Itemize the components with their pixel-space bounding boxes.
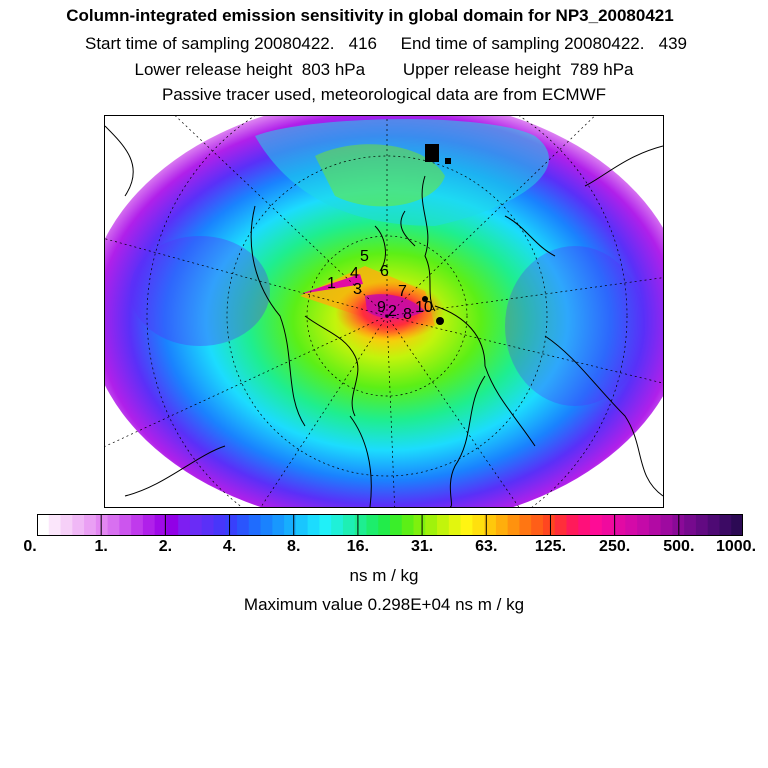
release-label-8: 8 (403, 306, 412, 323)
colorbar-swatch (307, 514, 320, 536)
maximum-value-label: Maximum value 0.298E+04 ns m / kg (243, 595, 525, 614)
colorbar-swatch (460, 514, 473, 536)
release-label-6: 6 (380, 263, 389, 280)
dark-patches (422, 144, 451, 325)
colorbar-swatch (637, 514, 650, 536)
colorbar-swatch (237, 514, 250, 536)
colorbar-swatch (166, 514, 179, 536)
colorbar-swatch (119, 514, 132, 536)
colorbar-swatch (272, 514, 285, 536)
colorbar-swatch (484, 514, 497, 536)
release-labels: 1 2 3 4 5 6 7 8 9 10 (327, 248, 433, 323)
colorbar-swatch (319, 514, 332, 536)
colorbar-swatch (142, 514, 156, 536)
colorbar-swatch (648, 514, 662, 536)
colorbar-swatch (48, 514, 62, 536)
colorbar-swatch (566, 514, 579, 536)
colorbar-tick-label: 2. (158, 538, 173, 555)
colorbar-swatch (731, 514, 744, 536)
colorbar-swatch (707, 514, 720, 536)
emission-sensitivity-map: 1 2 3 4 5 6 7 8 9 10 (104, 115, 664, 508)
plot-title: Column-integrated emission sensitivity i… (66, 6, 674, 25)
colorbar-frame (37, 514, 743, 536)
colorbar-swatch (189, 514, 203, 536)
colorbar-swatch (131, 514, 144, 536)
colorbar (37, 514, 744, 536)
colorbar-swatch (684, 514, 697, 536)
colorbar-swatch (590, 514, 603, 536)
colorbar-swatch (178, 514, 191, 536)
sampling-time-line: Start time of sampling 20080422. 416 End… (85, 34, 687, 53)
release-label-10: 10 (415, 299, 433, 316)
colorbar-swatch (448, 514, 462, 536)
colorbar-swatch (613, 514, 626, 536)
colorbar-swatch (578, 514, 591, 536)
colorbar-tick-label: 0. (23, 538, 37, 555)
colorbar-swatch (695, 514, 709, 536)
colorbar-swatch (542, 514, 556, 536)
colorbar-swatch (260, 514, 273, 536)
release-label-9: 9 (377, 299, 386, 316)
coastlines (105, 125, 663, 507)
release-label-3: 3 (353, 281, 362, 298)
colorbar-swatch (660, 514, 673, 536)
units-label: ns m / kg (349, 566, 419, 585)
release-label-1: 1 (327, 275, 336, 292)
colorbar-swatch (201, 514, 214, 536)
colorbar-swatch (425, 514, 438, 536)
colorbar-swatch (519, 514, 532, 536)
colorbar-swatch (37, 514, 50, 536)
colorbar-swatch (107, 514, 120, 536)
colorbar-tick-label: 250. (599, 538, 631, 555)
colorbar-tick-label: 1. (94, 538, 108, 555)
colorbar-swatch (284, 514, 297, 536)
colorbar-swatch (95, 514, 109, 536)
release-label-2: 2 (388, 303, 397, 320)
colorbar-swatch (225, 514, 238, 536)
colorbar-swatch (401, 514, 415, 536)
colorbar-tick-label: 31. (410, 538, 434, 555)
colorbar-swatch (437, 514, 450, 536)
colorbar-swatch (507, 514, 520, 536)
colorbar-swatch (625, 514, 638, 536)
colorbar-swatch (60, 514, 73, 536)
colorbar-swatch (295, 514, 309, 536)
colorbar-tick-label: 63. (475, 538, 498, 555)
colorbar-tick-label: 1000. (715, 538, 757, 555)
colorbar-swatch (719, 514, 732, 536)
colorbar-swatch (413, 514, 426, 536)
colorbar-tick-label: 16. (346, 538, 370, 555)
colorbar-swatch (248, 514, 262, 536)
tracer-info-line: Passive tracer used, meteorological data… (161, 85, 607, 104)
colorbar-swatch (72, 514, 85, 536)
colorbar-swatch (472, 514, 485, 536)
sensitivity-field (105, 116, 663, 507)
colorbar-swatch (154, 514, 167, 536)
colorbar-swatch (390, 514, 403, 536)
colorbar-swatch (331, 514, 344, 536)
colorbar-swatch (601, 514, 615, 536)
colorbar-swatch (213, 514, 226, 536)
colorbar-tick-label: 125. (534, 538, 567, 555)
colorbar-swatch (531, 514, 544, 536)
colorbar-swatch (366, 514, 379, 536)
colorbar-swatch (495, 514, 509, 536)
graticule (105, 116, 663, 507)
colorbar-swatch (554, 514, 567, 536)
release-label-7: 7 (398, 283, 407, 300)
colorbar-swatch (84, 514, 97, 536)
colorbar-tick-label: 4. (222, 538, 237, 555)
colorbar-swatch (378, 514, 391, 536)
release-label-5: 5 (360, 248, 369, 265)
colorbar-swatch (354, 514, 367, 536)
colorbar-tick-label: 8. (287, 538, 301, 555)
colorbar-tick-label: 500. (663, 538, 695, 555)
release-label-4: 4 (350, 265, 359, 282)
release-height-line: Lower release height 803 hPa Upper relea… (134, 60, 634, 79)
colorbar-swatch (342, 514, 356, 536)
